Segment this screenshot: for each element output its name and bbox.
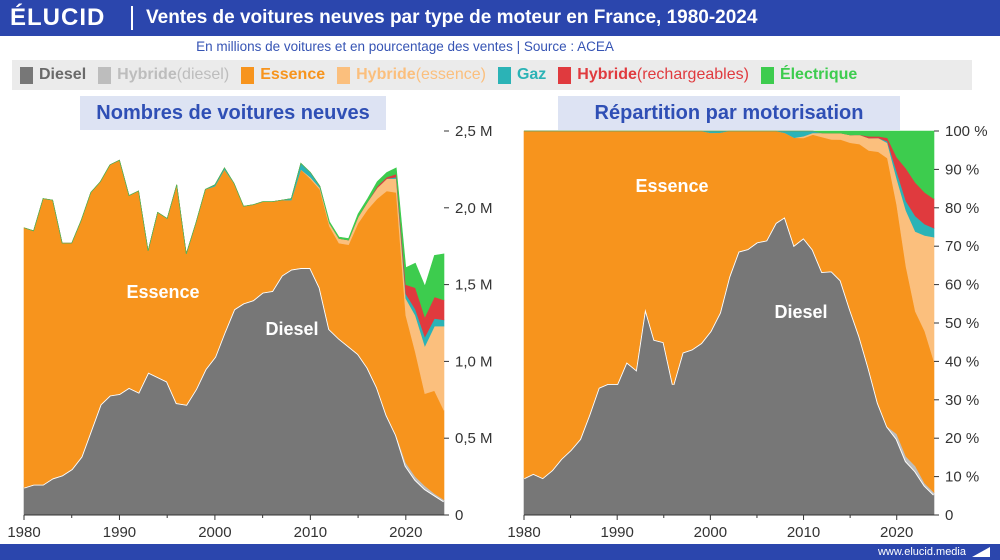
left-chart-y-tick-label: 0,5 M [455, 430, 493, 447]
right-chart-x-tick-label: 2010 [787, 524, 820, 541]
legend-label: Électrique [779, 66, 858, 83]
right-chart-y-tick-label: 40 % [945, 353, 979, 370]
legend-item: Hybride (essence) [337, 66, 486, 84]
legend-label: Gaz [516, 66, 547, 83]
legend-label-detail: (essence) [415, 66, 486, 83]
legend-label-detail: (rechargeables) [636, 66, 749, 83]
legend-swatch [497, 66, 511, 84]
right-chart-x-tick-label: 2000 [694, 524, 727, 541]
left-chart-y-tick-label: 1,0 M [455, 353, 493, 370]
legend-swatch [241, 66, 255, 84]
legend-label-detail: (diesel) [176, 66, 230, 83]
left-chart-x-tick-label: 2020 [389, 524, 422, 541]
chart-subtitle: En millions de voitures et en pourcentag… [196, 39, 614, 54]
legend-item: Hybride (rechargeables) [558, 66, 749, 84]
legend-item: Gaz [497, 66, 547, 84]
legend-item: Électrique [760, 66, 858, 84]
right-chart-x-tick-label: 1980 [507, 524, 540, 541]
legend-item: Essence [241, 66, 325, 84]
footer-url[interactable]: www.elucid.media [877, 546, 966, 558]
right-chart-y-tick-label: 30 % [945, 392, 979, 409]
right-chart-y-tick-label: 0 [945, 507, 953, 524]
footer-bar: www.elucid.media [0, 544, 1000, 560]
legend-swatch [98, 66, 112, 84]
right-chart-area-électrique [524, 130, 935, 200]
right-chart-y-tick-label: 80 % [945, 200, 979, 217]
left-chart-y-tick-label: 2,0 M [455, 200, 493, 217]
legend-item: Hybride (diesel) [98, 66, 229, 84]
right-chart-label-diesel: Diesel [774, 302, 827, 322]
right-chart-y-tick-label: 20 % [945, 430, 979, 447]
legend-label: Hybride [577, 66, 637, 83]
right-chart-y-tick-label: 90 % [945, 161, 979, 178]
legend-item: Diesel [20, 66, 86, 84]
right-chart-y-tick-label: 70 % [945, 238, 979, 255]
left-panel-title: Nombres de voitures neuves [80, 96, 386, 130]
legend-swatch [760, 66, 774, 84]
left-chart-area-électrique [23, 159, 445, 318]
legend-swatch [558, 66, 572, 84]
left-chart-y-tick-label: 2,5 M [455, 123, 493, 140]
left-chart-x-tick-label: 2000 [198, 524, 231, 541]
right-chart-x-tick-label: 1990 [600, 524, 633, 541]
left-chart-y-tick-label: 0 [455, 507, 463, 524]
left-chart-x-tick-label: 2010 [294, 524, 327, 541]
legend-swatch [337, 66, 351, 84]
left-chart-x-tick-label: 1990 [103, 524, 136, 541]
right-chart-y-tick-label: 100 % [945, 123, 988, 140]
right-chart-y-tick-label: 50 % [945, 315, 979, 332]
chart-title: Ventes de voitures neuves par type de mo… [146, 7, 758, 28]
legend-label: Essence [260, 66, 326, 83]
right-chart-y-tick-label: 10 % [945, 469, 979, 486]
legend: Diesel Hybride (diesel) Essence Hybride (es… [12, 60, 972, 90]
legend-label: Hybride [117, 66, 177, 83]
right-chart-label-essence: Essence [635, 176, 708, 196]
left-chart-y-tick-label: 1,5 M [455, 277, 493, 294]
right-chart-y-tick-label: 60 % [945, 277, 979, 294]
left-chart-label-diesel: Diesel [265, 319, 318, 339]
left-chart-x-tick-label: 1980 [7, 524, 40, 541]
legend-label: Hybride [356, 66, 416, 83]
right-panel-title: Répartition par motorisation [558, 96, 900, 130]
elucid-logo: ÉLUCID [10, 4, 106, 31]
header-bar: ÉLUCID Ventes de voitures neuves par typ… [0, 0, 1000, 36]
header-divider [131, 6, 133, 30]
charts-svg: 1980 1990 2000 2010 2020 0 0,5 M 1,0 M 1,5 M 2,0 … [7, 123, 988, 541]
left-chart-label-essence: Essence [126, 282, 199, 302]
legend-label: Diesel [39, 66, 87, 83]
footer-logo-icon [972, 547, 990, 557]
legend-swatch [20, 66, 33, 84]
right-chart-x-tick-label: 2020 [880, 524, 913, 541]
